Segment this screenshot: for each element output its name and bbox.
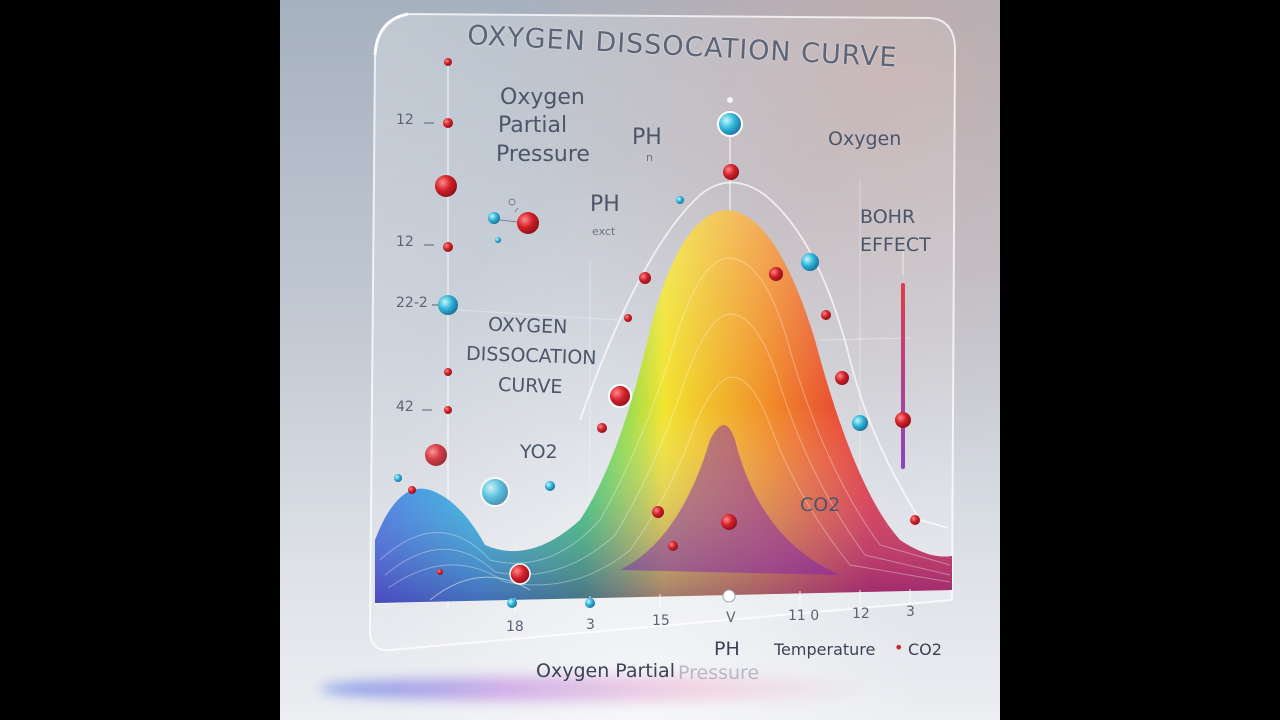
blue-molecule <box>852 415 868 431</box>
x-tick-label: V <box>726 610 736 626</box>
blue-molecule <box>438 295 458 315</box>
red-molecule <box>910 515 920 525</box>
floor-reflection <box>320 676 880 702</box>
red-molecule <box>425 444 447 466</box>
x-tick-label: 3 <box>586 617 595 633</box>
y-tick-label: 22-2 <box>396 295 428 311</box>
red-molecule <box>821 310 831 320</box>
x-tick-label: 11 0 <box>788 608 820 624</box>
y-tick-label: 12 <box>396 234 414 250</box>
red-molecule <box>608 384 632 408</box>
label-partial: Partial <box>498 113 568 138</box>
y-tick-label: 12 <box>396 112 414 128</box>
red-molecule <box>444 368 452 376</box>
blue-molecule <box>717 111 743 137</box>
label-exct: exct <box>592 225 616 238</box>
footer-oxygen-partial: Oxygen Partial <box>536 660 675 682</box>
red-molecule <box>435 175 457 197</box>
red-molecule <box>624 314 632 322</box>
red-molecule <box>517 212 539 234</box>
blue-molecule <box>545 481 555 491</box>
red-molecule <box>721 514 737 530</box>
blue-molecule <box>480 477 510 507</box>
x-tick-label: 12 <box>852 606 870 622</box>
label-oxygen: Oxygen <box>500 85 585 110</box>
label-pressure: Pressure <box>496 142 590 167</box>
artwork-canvas: OXYGEN DISSOCATION CURVE Oxygen Partial … <box>280 0 1000 720</box>
red-molecule <box>509 563 531 585</box>
label-co2-inner: CO2 <box>800 494 841 516</box>
red-molecule <box>769 267 783 281</box>
thermometer-bar <box>901 283 905 469</box>
blue-molecule <box>676 196 684 204</box>
blue-molecule <box>488 212 500 224</box>
label-bohr: BOHR <box>860 206 916 228</box>
red-molecule <box>639 272 651 284</box>
y-tick-label: 42 <box>396 399 414 415</box>
molecule-markers <box>394 58 920 608</box>
red-molecule <box>835 371 849 385</box>
glass-panel-artwork <box>368 12 957 652</box>
blue-molecule <box>801 253 819 271</box>
footer-ph: PH <box>714 638 740 660</box>
red-molecule <box>444 406 452 414</box>
label-yo2: YO2 <box>520 441 558 463</box>
blue-molecule <box>394 474 402 482</box>
red-molecule <box>443 118 453 128</box>
blue-molecule <box>495 237 501 243</box>
footer-co2: CO2 <box>908 640 942 659</box>
label-oxygen-right: Oxygen <box>828 128 902 150</box>
x-tick-label: 15 <box>652 613 670 629</box>
red-molecule <box>652 506 664 518</box>
red-molecule <box>437 569 443 575</box>
footer-faded-pressure: Pressure <box>678 662 760 684</box>
footer-temperature: Temperature <box>774 640 876 659</box>
red-molecule <box>444 58 452 66</box>
blue-molecule <box>507 598 517 608</box>
label-effect: EFFECT <box>860 234 931 256</box>
label-ph-small: n <box>646 151 653 164</box>
label-ph-mid: PH <box>590 192 620 217</box>
red-molecule <box>723 164 739 180</box>
red-molecule <box>408 486 416 494</box>
red-molecule <box>597 423 607 433</box>
footer-bullet: • <box>894 638 904 657</box>
blue-molecule <box>585 598 595 608</box>
label-ph-top: PH <box>632 125 662 150</box>
x-tick-label: 18 <box>506 619 524 635</box>
red-molecule <box>443 242 453 252</box>
red-molecule <box>668 541 678 551</box>
label-inner-curve: CURVE <box>497 373 563 399</box>
label-inner-oxygen: OXYGEN <box>487 313 568 339</box>
x-tick-label: 3 <box>906 604 915 620</box>
